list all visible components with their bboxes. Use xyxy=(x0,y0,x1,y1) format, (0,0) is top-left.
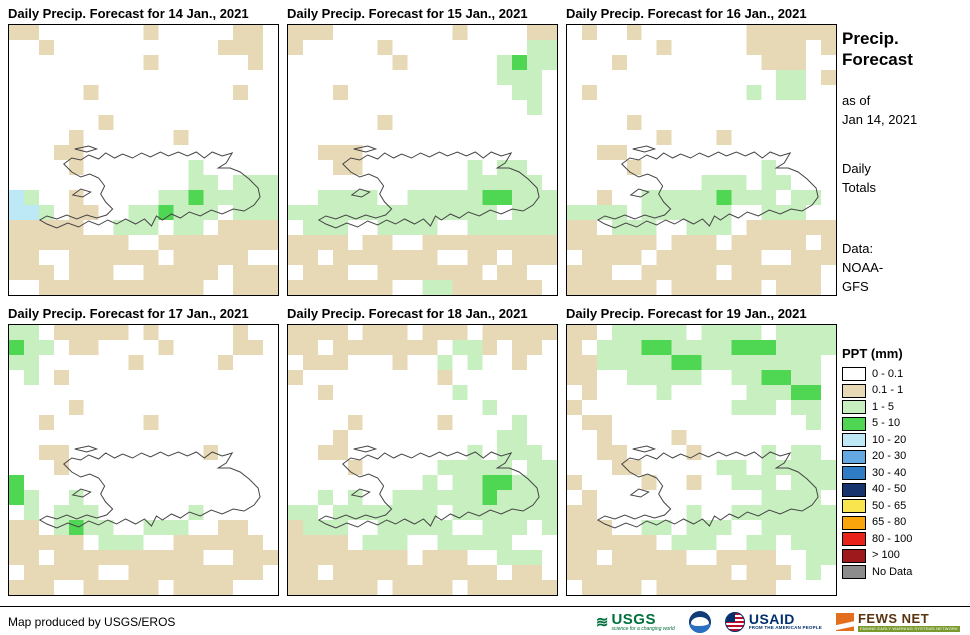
panel-title: Daily Precip. Forecast for 17 Jan., 2021 xyxy=(8,306,249,321)
legend-label: 5 - 10 xyxy=(872,417,901,430)
forecast-panel: Daily Precip. Forecast for 19 Jan., 2021 xyxy=(566,304,837,596)
legend-swatch xyxy=(842,383,866,398)
coastline-overlay xyxy=(596,145,819,229)
legend-label: 1 - 5 xyxy=(872,400,895,413)
usaid-tagline: FROM THE AMERICAN PEOPLE xyxy=(748,625,822,631)
legend-title: PPT (mm) xyxy=(842,346,903,361)
fewsnet-tagline: FAMINE EARLY WARNING SYSTEMS NETWORK xyxy=(857,625,960,632)
panel-title: Daily Precip. Forecast for 16 Jan., 2021 xyxy=(566,6,807,21)
fewsnet-logo: FEWS NET FAMINE EARLY WARNING SYSTEMS NE… xyxy=(835,610,960,632)
panel-title: Daily Precip. Forecast for 18 Jan., 2021 xyxy=(287,306,528,321)
coastline-overlay xyxy=(38,445,261,529)
legend-swatch xyxy=(842,499,866,514)
usaid-logo: USAID FROM THE AMERICAN PEOPLE xyxy=(724,611,822,632)
legend: PPT (mm) 0 - 0.1 0.1 - 1 1 - 5 5 - 10 10 - 2… xyxy=(842,346,912,581)
usgs-tagline: science for a changing world xyxy=(611,625,675,632)
legend-item: 50 - 65 xyxy=(842,498,912,515)
legend-label: 0.1 - 1 xyxy=(872,384,904,397)
precip-raster xyxy=(567,25,836,295)
coastline-overlay xyxy=(38,145,261,229)
map-canvas xyxy=(8,24,279,296)
fewsnet-logo-text: FEWS NET xyxy=(857,610,930,626)
legend-swatch xyxy=(842,466,866,481)
noaa-logo xyxy=(688,610,711,633)
panel-title: Daily Precip. Forecast for 15 Jan., 2021 xyxy=(287,6,528,21)
usgs-logo: ≋ USGS science for a changing world xyxy=(596,612,675,632)
precip-raster xyxy=(288,25,557,295)
precip-raster xyxy=(9,25,278,295)
legend-swatch xyxy=(842,482,866,497)
panel-title: Daily Precip. Forecast for 19 Jan., 2021 xyxy=(566,306,807,321)
legend-label: 50 - 65 xyxy=(872,499,907,512)
legend-label: 0 - 0.1 xyxy=(872,367,904,380)
legend-item: 65 - 80 xyxy=(842,515,912,532)
legend-label: 80 - 100 xyxy=(872,532,913,545)
legend-label: 65 - 80 xyxy=(872,516,907,529)
map-credit: Map produced by USGS/EROS xyxy=(8,614,176,629)
usaid-flag-icon xyxy=(724,611,745,632)
legend-item: No Data xyxy=(842,564,912,581)
precip-raster xyxy=(288,325,557,595)
legend-swatch xyxy=(842,548,866,563)
legend-label: > 100 xyxy=(872,549,900,562)
forecast-panel: Daily Precip. Forecast for 16 Jan., 2021 xyxy=(566,4,837,296)
legend-swatch xyxy=(842,416,866,431)
legend-label: 40 - 50 xyxy=(872,483,907,496)
legend-label: No Data xyxy=(872,565,913,578)
coastline-overlay xyxy=(317,445,540,529)
legend-item: 30 - 40 xyxy=(842,465,912,482)
legend-item: 80 - 100 xyxy=(842,531,912,548)
legend-items: 0 - 0.1 0.1 - 1 1 - 5 5 - 10 10 - 20 20 - 30 3… xyxy=(842,366,912,581)
map-canvas xyxy=(566,324,837,596)
legend-swatch xyxy=(842,449,866,464)
legend-item: > 100 xyxy=(842,548,912,565)
forecast-panel: Daily Precip. Forecast for 17 Jan., 2021 xyxy=(8,304,279,596)
legend-label: 30 - 40 xyxy=(872,466,907,479)
legend-label: 20 - 30 xyxy=(872,450,907,463)
legend-swatch xyxy=(842,400,866,415)
legend-item: 10 - 20 xyxy=(842,432,912,449)
noaa-circle-icon xyxy=(688,610,711,633)
coastline-overlay xyxy=(596,445,819,529)
legend-item: 20 - 30 xyxy=(842,449,912,466)
legend-item: 0 - 0.1 xyxy=(842,366,912,383)
precip-raster xyxy=(9,325,278,595)
usgs-logo-text: USGS xyxy=(611,610,656,628)
usgs-wave-icon: ≋ xyxy=(595,613,609,631)
legend-item: 1 - 5 xyxy=(842,399,912,416)
legend-swatch xyxy=(842,565,866,580)
map-canvas xyxy=(287,324,558,596)
legend-item: 5 - 10 xyxy=(842,416,912,433)
forecast-panel: Daily Precip. Forecast for 15 Jan., 2021 xyxy=(287,4,558,296)
legend-swatch xyxy=(842,433,866,448)
map-canvas xyxy=(566,24,837,296)
legend-swatch xyxy=(842,515,866,530)
forecast-panel: Daily Precip. Forecast for 14 Jan., 2021 xyxy=(8,4,279,296)
legend-item: 40 - 50 xyxy=(842,482,912,499)
fewsnet-icon xyxy=(835,612,854,631)
legend-item: 0.1 - 1 xyxy=(842,383,912,400)
coastline-overlay xyxy=(317,145,540,229)
sidebar-daily-totals: Daily Totals xyxy=(842,161,876,195)
sidebar-as-of: as of Jan 14, 2021 xyxy=(842,93,918,127)
sidebar-data-source: Data: NOAA- GFS xyxy=(842,241,884,294)
usaid-logo-text: USAID xyxy=(748,611,795,628)
footer-logos: ≋ USGS science for a changing world USAI… xyxy=(596,610,960,633)
map-canvas xyxy=(8,324,279,596)
precip-raster xyxy=(567,325,836,595)
legend-swatch xyxy=(842,367,866,382)
panels-grid: Daily Precip. Forecast for 14 Jan., 2021… xyxy=(8,4,837,596)
legend-label: 10 - 20 xyxy=(872,433,907,446)
footer-bar: Map produced by USGS/EROS ≋ USGS science… xyxy=(0,606,970,635)
map-canvas xyxy=(287,24,558,296)
forecast-panel: Daily Precip. Forecast for 18 Jan., 2021 xyxy=(287,304,558,596)
legend-swatch xyxy=(842,532,866,547)
panel-title: Daily Precip. Forecast for 14 Jan., 2021 xyxy=(8,6,249,21)
sidebar-title: Precip. Forecast xyxy=(842,29,913,70)
